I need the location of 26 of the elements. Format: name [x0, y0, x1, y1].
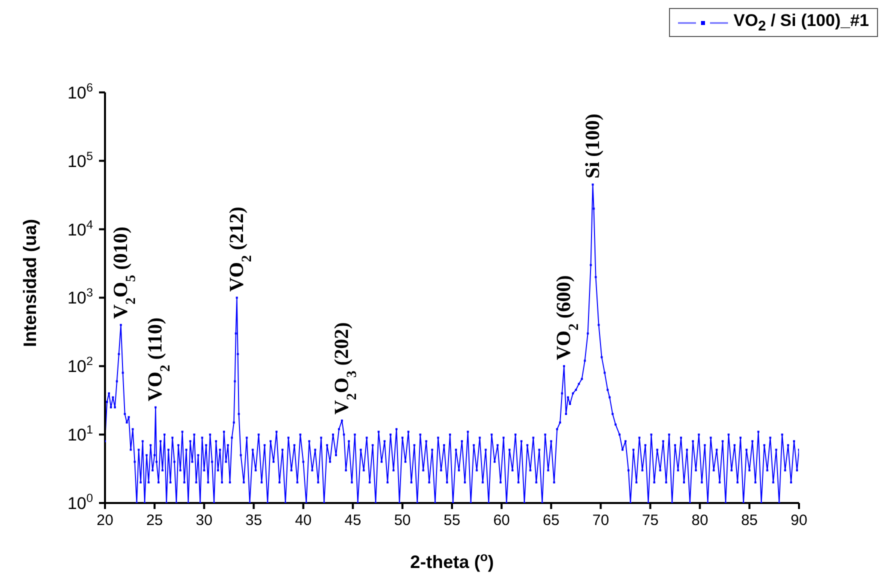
x-tick-label: 85	[741, 512, 758, 529]
y-tick-label: 10$^{4}$	[67, 217, 94, 240]
annotation: Si (100)	[582, 114, 604, 179]
y-tick-label: 10$^{1}$	[67, 422, 94, 445]
x-tick-label: 25	[146, 512, 163, 529]
y-tick-label: 10$^{6}$	[67, 80, 94, 102]
x-tick-label: 90	[790, 512, 808, 529]
x-tick-label: 50	[394, 512, 411, 529]
x-tick-label: 55	[444, 512, 460, 529]
x-tick-label: 75	[642, 512, 659, 529]
x-tick-label: 65	[542, 512, 560, 529]
x-tick-label: 60	[493, 512, 510, 529]
y-tick-label: 10$^{0}$	[67, 491, 94, 513]
y-tick-label: 10$^{2}$	[67, 354, 94, 376]
x-tick-label: 70	[592, 512, 610, 529]
y-tick-label: 10$^{5}$	[67, 148, 94, 171]
x-tick-label: 20	[96, 512, 114, 529]
y-tick-label: 10$^{3}$	[67, 286, 94, 308]
x-tick-label: 80	[692, 512, 708, 529]
x-tick-label: 45	[344, 512, 362, 529]
y-axis-title: Intensidad (ua)	[20, 218, 40, 348]
legend-label: VO$_{2}$ / Si (100)_#1	[734, 11, 869, 34]
x-tick-label: 40	[294, 512, 312, 529]
x-tick-label: 35	[245, 512, 262, 529]
x-tick-label: 30	[196, 512, 212, 529]
x-axis-title: 2-theta ($^{o}$)	[410, 550, 494, 572]
